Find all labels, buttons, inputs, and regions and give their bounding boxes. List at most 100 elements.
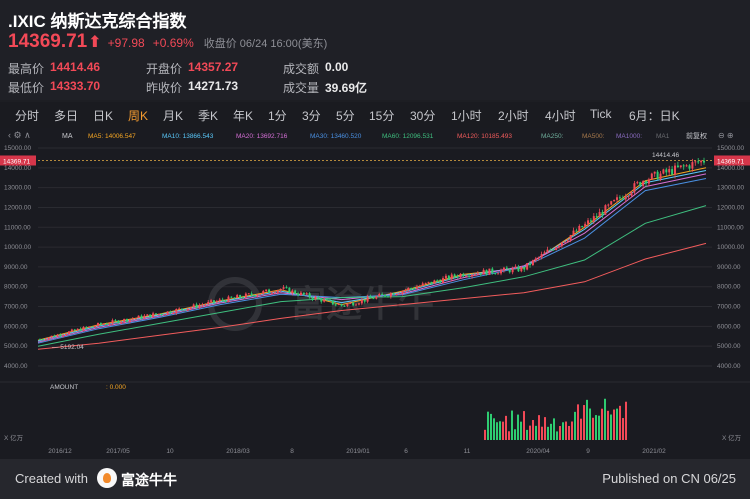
candle-body	[476, 273, 479, 275]
volume-bar	[586, 399, 588, 440]
zoom-icons: ⊖ ⊕	[718, 131, 734, 140]
tab-yearly-k[interactable]: 年K	[233, 109, 254, 123]
y-tick-label-right: 10000.00	[717, 244, 744, 251]
y-tick-label-left: 6000.00	[4, 323, 28, 330]
candle-body	[384, 294, 387, 297]
candle-body	[447, 275, 450, 280]
candle-body	[468, 276, 471, 278]
stat-value-high: 14414.46	[50, 60, 101, 74]
candle-body	[616, 197, 619, 200]
candle-body	[360, 299, 363, 304]
candle-body	[700, 160, 703, 163]
candle-body	[65, 334, 68, 336]
candle-body	[250, 293, 253, 296]
candle-body	[703, 160, 705, 163]
volume-bar	[535, 425, 537, 440]
tab-weekly-k[interactable]: 周K	[128, 109, 149, 123]
last-price: 14369.71	[8, 31, 88, 52]
ma-legend-item: MA250:	[541, 133, 564, 140]
candle-body	[407, 288, 410, 291]
candle-body	[514, 266, 517, 269]
candle-body	[268, 289, 271, 293]
chart-tool-icons: ‹ ⚙ ∧	[8, 130, 31, 140]
tab-monthly-k[interactable]: 月K	[163, 109, 184, 123]
candle-body	[285, 287, 288, 289]
candle-body	[372, 298, 375, 300]
candle-body	[456, 276, 459, 278]
volume-bar	[541, 426, 543, 440]
tab-1hour[interactable]: 1小时	[451, 109, 482, 123]
tab-4hour[interactable]: 4小时	[545, 109, 576, 123]
kline-chart[interactable]: ‹ ⚙ ∧ MA MA5: 14006.547 MA10: 13866.543 MA20…	[0, 128, 750, 459]
candle-body	[265, 289, 268, 291]
candle-body	[50, 335, 53, 338]
candle-body	[125, 319, 128, 322]
volume-unit-left: X 亿万	[4, 433, 24, 442]
candle-body	[389, 293, 392, 297]
tab-3min[interactable]: 3分	[302, 109, 321, 123]
ma-line-ma30	[37, 178, 707, 344]
candle-body	[154, 313, 157, 315]
index-title: .IXIC 纳斯达克综合指数	[8, 12, 187, 31]
volume-bar	[538, 415, 540, 440]
candle-body	[218, 299, 221, 302]
candle-body	[482, 269, 485, 275]
tab-june-daily-k[interactable]: 6月：日K	[629, 109, 680, 123]
candle-body	[659, 173, 662, 180]
volume-bar	[496, 422, 498, 440]
tab-multi-day[interactable]: 多日	[54, 109, 79, 123]
y-tick-label-left: 14000.00	[4, 165, 31, 172]
candle-body	[53, 335, 56, 337]
y-tick-label-right: 7000.00	[717, 304, 741, 311]
candle-body	[430, 281, 433, 284]
candle-body	[91, 326, 94, 328]
candle-body	[587, 220, 590, 224]
candle-body	[259, 293, 262, 295]
y-tick-label-right: 15000.00	[717, 145, 744, 152]
price-change: +97.98	[107, 36, 145, 50]
candle-body	[302, 292, 305, 295]
candle-body	[62, 335, 65, 337]
tab-quarterly-k[interactable]: 季K	[198, 109, 219, 123]
candle-body	[181, 308, 184, 310]
candle-body	[418, 285, 421, 287]
candle-body	[375, 296, 378, 299]
candle-body	[352, 302, 355, 306]
volume-bar	[532, 420, 534, 440]
candle-body	[70, 329, 73, 332]
volume-bar	[613, 409, 615, 440]
current-price-tag-right	[714, 155, 750, 166]
candle-body	[604, 205, 607, 215]
candle-body	[526, 263, 529, 270]
candle-body	[618, 197, 621, 199]
tab-30min[interactable]: 30分	[410, 109, 436, 123]
x-tick-label: 2018/03	[226, 448, 250, 455]
y-tick-label-right: 4000.00	[717, 363, 741, 370]
tab-5min[interactable]: 5分	[336, 109, 355, 123]
tab-daily-k[interactable]: 日K	[93, 109, 114, 123]
tab-1min[interactable]: 1分	[268, 109, 287, 123]
tab-2hour[interactable]: 2小时	[498, 109, 529, 123]
y-tick-label-left: 4000.00	[4, 363, 28, 370]
candle-body	[444, 275, 447, 279]
candle-body	[157, 313, 160, 315]
ma-legend-item: MA1	[656, 133, 670, 140]
candle-body	[320, 298, 323, 302]
x-tick-label: 6	[404, 448, 408, 455]
candle-body	[665, 169, 668, 173]
volume-bar	[547, 426, 549, 440]
candle-body	[462, 273, 465, 277]
tab-15min[interactable]: 15分	[369, 109, 395, 123]
candle-body	[210, 300, 213, 302]
x-tick-label: 2019/01	[346, 448, 370, 455]
candle-body	[198, 305, 201, 308]
candle-body	[497, 273, 500, 275]
tab-tick[interactable]: Tick	[590, 107, 612, 121]
candle-body	[569, 235, 572, 241]
low-annotation: — 5192.04	[52, 344, 84, 351]
candle-body	[331, 300, 334, 305]
candle-body	[398, 293, 401, 295]
x-tick-label: 2021/02	[642, 448, 666, 455]
candle-body	[500, 270, 503, 274]
tab-intraday[interactable]: 分时	[15, 109, 40, 123]
